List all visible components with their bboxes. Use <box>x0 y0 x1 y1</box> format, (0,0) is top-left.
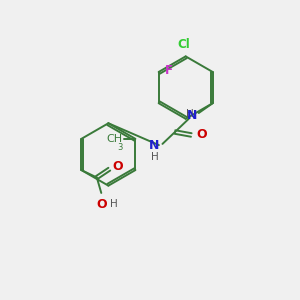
Text: CH: CH <box>107 134 123 144</box>
Text: F: F <box>165 64 173 77</box>
Text: N: N <box>187 109 197 122</box>
Text: O: O <box>112 160 123 173</box>
Text: H: H <box>110 200 117 209</box>
Text: O: O <box>96 198 106 211</box>
Text: Cl: Cl <box>178 38 190 51</box>
Text: H: H <box>186 109 194 119</box>
Text: N: N <box>148 139 159 152</box>
Text: 3: 3 <box>118 143 123 152</box>
Text: O: O <box>196 128 207 142</box>
Text: H: H <box>151 152 159 162</box>
